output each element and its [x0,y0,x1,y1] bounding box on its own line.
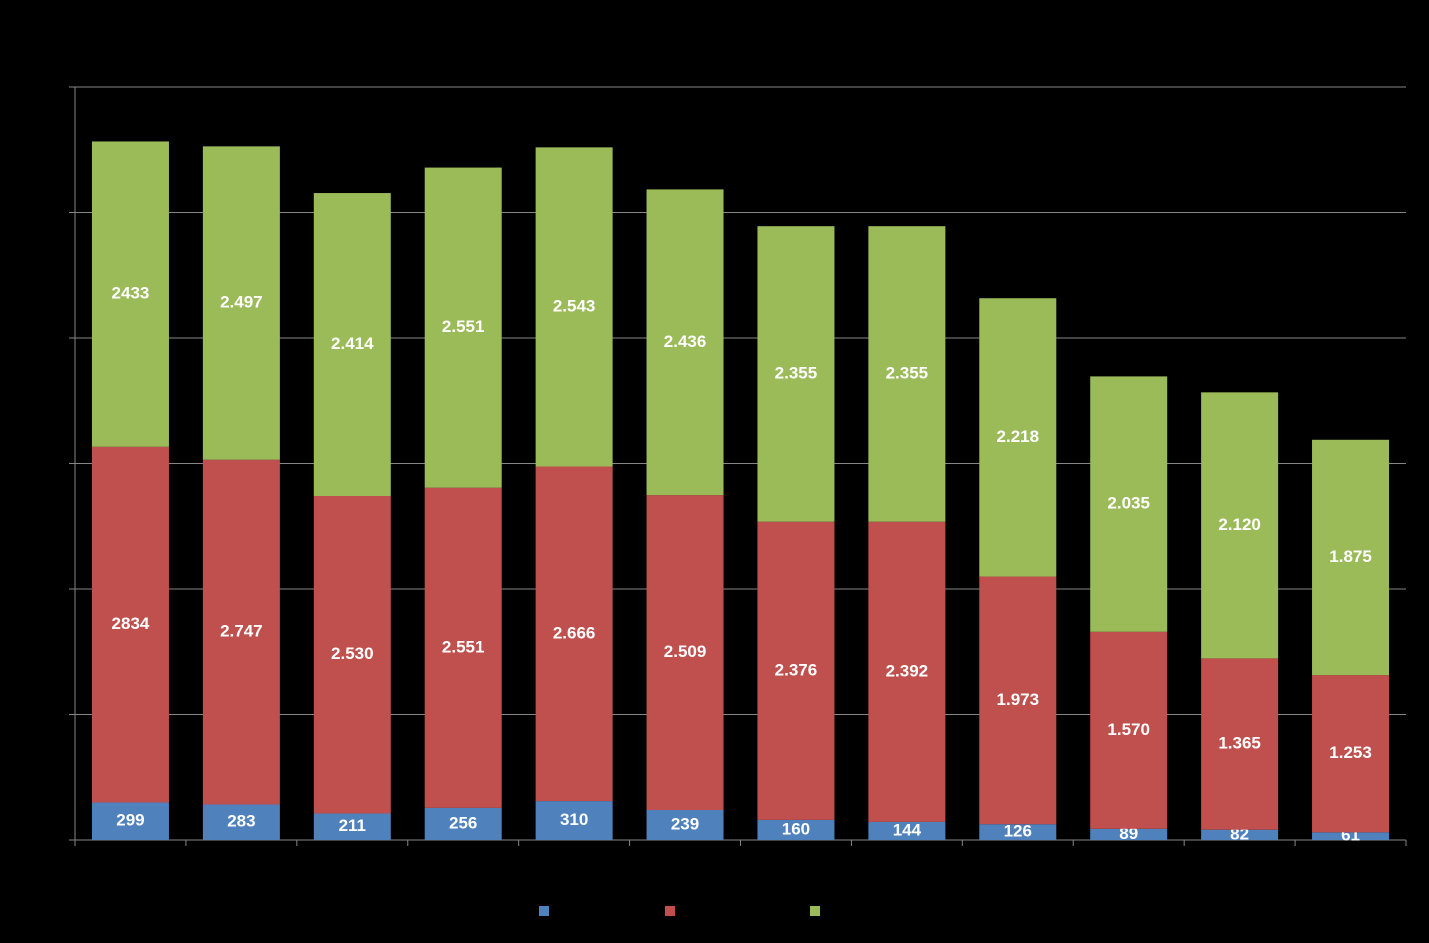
bar-segment [313,496,391,814]
bar-segment [535,466,613,802]
data-label: 1.973 [997,690,1040,709]
bar-segment [535,147,613,467]
data-label: 1.253 [1329,743,1372,762]
data-label: 2.747 [220,622,263,641]
bar-segment [646,810,724,840]
data-label: 2433 [112,284,150,303]
data-label: 2.543 [553,296,596,315]
data-label: 2.497 [220,293,263,312]
bar-segment [646,189,724,496]
bar-segment [1201,392,1279,659]
data-label: 1.365 [1218,734,1261,753]
bar-segment [313,813,391,840]
bar-segment [424,807,502,840]
data-label: 283 [227,812,255,831]
data-label: 310 [560,810,588,829]
data-label: 2.218 [997,427,1040,446]
bar-segment [1312,832,1390,840]
bar-segment [757,521,835,820]
bar-segment [1201,829,1279,840]
data-label: 2.355 [886,363,929,382]
bar-segment [202,146,280,460]
data-label: 2.666 [553,623,596,642]
data-label: 2.392 [886,661,929,680]
data-label: 126 [1004,822,1032,841]
bar-segment [91,446,169,803]
bar-segment [91,802,169,840]
bar-segment [1312,675,1390,833]
bar-segment [313,193,391,497]
bar-segment [202,459,280,805]
data-label: 2.436 [664,332,707,351]
bar-segment [646,495,724,811]
bar-segment [424,487,502,808]
data-label: 144 [893,820,922,839]
legend-marker [539,906,549,916]
data-label: 1.570 [1107,720,1150,739]
bar-segment [979,824,1057,840]
bar-segment [424,167,502,488]
data-label: 2834 [112,614,150,633]
bar-segment [535,801,613,840]
legend-marker [810,906,820,916]
data-label: 2.530 [331,644,374,663]
bar-segment [202,804,280,840]
data-label: 2.509 [664,642,707,661]
data-label: 2.414 [331,334,374,353]
bar-segment [979,576,1057,825]
data-label: 211 [339,816,366,835]
bar-segment [1090,631,1168,829]
bar-segment [868,521,946,822]
bar-segment [757,819,835,840]
bar-segment [91,141,169,447]
data-label: 2.376 [775,660,818,679]
data-label: 2.035 [1107,494,1150,513]
bar-segment [1090,376,1168,632]
data-label: 1.875 [1329,547,1372,566]
legend-marker [665,906,675,916]
bar-segment [1090,828,1168,840]
data-label: 2.355 [775,363,818,382]
data-label: 2.551 [442,317,485,336]
data-label: 239 [671,814,699,833]
bar-segment [1201,658,1279,830]
data-label: 2.551 [442,637,485,656]
data-label: 299 [116,811,144,830]
bar-segment [979,298,1057,577]
bar-segment [868,821,946,840]
data-label: 256 [449,813,477,832]
data-label: 2.120 [1218,515,1261,534]
bar-segment [868,226,946,522]
bar-segment [757,226,835,522]
data-label: 160 [782,819,810,838]
bar-segment [1312,439,1390,676]
